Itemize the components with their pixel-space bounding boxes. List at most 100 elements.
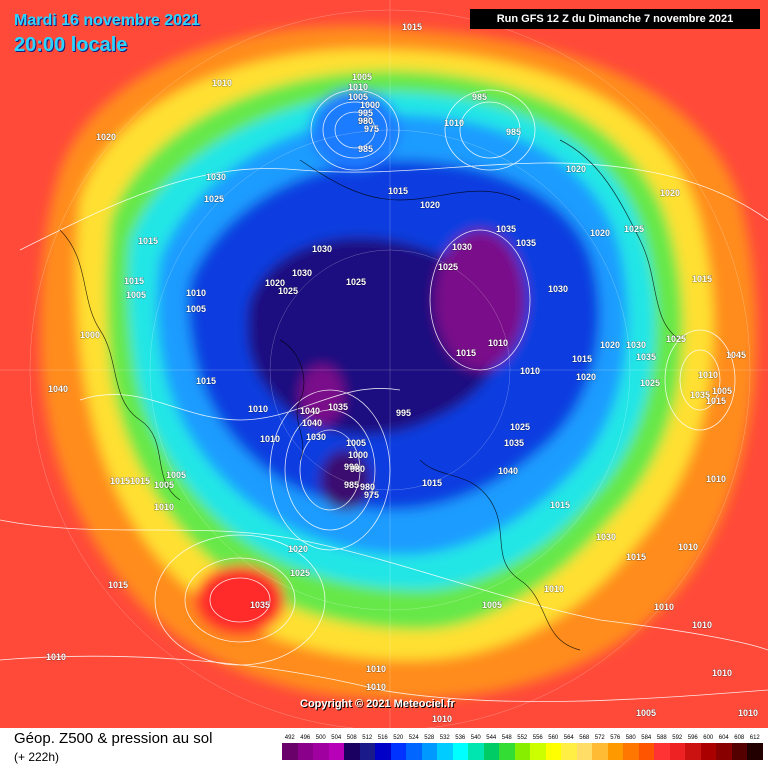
scale-value: 540 (470, 735, 481, 741)
scale-swatch (561, 743, 577, 760)
scale-value: 516 (377, 735, 388, 741)
scale-swatch (592, 743, 608, 760)
isobar-pressure-label: 1035 (250, 600, 270, 610)
isobar-pressure-label: 1010 (444, 118, 464, 128)
isobar-pressure-label: 1015 (124, 276, 144, 286)
forecast-date: Mardi 16 novembre 2021 (14, 12, 200, 29)
scale-cell: 492 (282, 734, 298, 764)
isobar-pressure-label: 1025 (278, 286, 298, 296)
isobar-pressure-label: 975 (364, 124, 379, 134)
isobar-pressure-label: 1035 (636, 352, 656, 362)
isobar-pressure-label: 985 (506, 127, 521, 137)
isobar-pressure-label: 1035 (690, 390, 710, 400)
isobar-pressure-label: 1000 (80, 330, 100, 340)
isobar-pressure-label: 1010 (698, 370, 718, 380)
scale-cell: 544 (483, 734, 499, 764)
isobar-pressure-label: 1010 (366, 664, 386, 674)
scale-cell: 536 (452, 734, 468, 764)
scale-cell: 596 (685, 734, 701, 764)
scale-value: 580 (625, 735, 636, 741)
isobar-pressure-label: 1000 (348, 450, 368, 460)
isobar-pressure-label: 1025 (204, 194, 224, 204)
scale-value: 556 (532, 735, 543, 741)
isobar-pressure-label: 1040 (300, 406, 320, 416)
isobar-pressure-label: 1015 (130, 476, 150, 486)
scale-swatch (297, 743, 313, 760)
isobar-pressure-label: 1020 (576, 372, 596, 382)
scale-swatch (700, 743, 716, 760)
isobar-pressure-label: 1020 (420, 200, 440, 210)
scale-value: 572 (594, 735, 605, 741)
isobar-pressure-label: 1010 (654, 602, 674, 612)
isobar-pressure-label: 1020 (660, 188, 680, 198)
isobar-pressure-label: 1030 (306, 432, 326, 442)
isobar-pressure-label: 1040 (48, 384, 68, 394)
scale-value: 564 (563, 735, 574, 741)
isobar-pressure-label: 1025 (290, 568, 310, 578)
scale-cell: 512 (359, 734, 375, 764)
scale-swatch (452, 743, 468, 760)
scale-swatch (576, 743, 592, 760)
scale-swatch (313, 743, 329, 760)
scale-value: 528 (424, 735, 435, 741)
isobar-pressure-label: 995 (396, 408, 411, 418)
isobar-pressure-label: 1015 (456, 348, 476, 358)
scale-cell: 508 (344, 734, 360, 764)
scale-cell: 548 (499, 734, 515, 764)
isobar-pressure-label: 1025 (666, 334, 686, 344)
isobar-pressure-label: 1010 (692, 620, 712, 630)
scale-cell: 552 (514, 734, 530, 764)
scale-cell: 520 (390, 734, 406, 764)
isobar-pressure-label: 1015 (196, 376, 216, 386)
scale-swatch (328, 743, 344, 760)
isobar-pressure-label: 980 (350, 464, 365, 474)
isobar-pressure-label: 1005 (636, 708, 656, 718)
scale-swatch (716, 743, 732, 760)
low-purple-center (300, 365, 344, 425)
scale-swatch (406, 743, 422, 760)
scale-cell: 524 (406, 734, 422, 764)
scale-cell: 500 (313, 734, 329, 764)
scale-cell: 592 (669, 734, 685, 764)
isobar-pressure-label: 1025 (624, 224, 644, 234)
scale-value: 504 (331, 735, 342, 741)
forecast-local-time: 20:00 locale (14, 34, 128, 56)
scale-swatch (421, 743, 437, 760)
scale-cell: 572 (592, 734, 608, 764)
isobar-pressure-label: 1025 (510, 422, 530, 432)
scale-value: 524 (408, 735, 419, 741)
scale-swatch (390, 743, 406, 760)
scale-cell: 600 (700, 734, 716, 764)
isobar-pressure-label: 1010 (520, 366, 540, 376)
scale-swatch (483, 743, 499, 760)
scale-value: 612 (749, 735, 760, 741)
isobar-pressure-label: 1020 (96, 132, 116, 142)
isobar-pressure-label: 1010 (678, 542, 698, 552)
scale-cell: 612 (747, 734, 763, 764)
isobar-lines (0, 89, 768, 702)
isobar-pressure-label: 985 (344, 480, 359, 490)
isobar-pressure-label: 1005 (126, 290, 146, 300)
isobar-pressure-label: 1040 (498, 466, 518, 476)
isobar-pressure-label: 1035 (328, 402, 348, 412)
isobar-pressure-label: 980 (360, 482, 375, 492)
isobar-pressure-label: 1010 (706, 474, 726, 484)
scale-cell: 496 (297, 734, 313, 764)
scale-cell: 532 (437, 734, 453, 764)
isobar-pressure-label: 1015 (388, 186, 408, 196)
isobar-pressure-label: 1030 (548, 284, 568, 294)
isobar-pressure-label: 1000 (360, 100, 380, 110)
scale-value: 496 (300, 735, 311, 741)
scale-swatch (685, 743, 701, 760)
scale-cell: 604 (716, 734, 732, 764)
isobar-pressure-label: 1030 (626, 340, 646, 350)
isobar-pressure-label: 1005 (154, 480, 174, 490)
isobar-pressure-label: 1005 (712, 386, 732, 396)
scale-value: 592 (672, 735, 683, 741)
isobar-pressure-label: 1015 (110, 476, 130, 486)
scale-cell: 608 (731, 734, 747, 764)
scale-swatch (731, 743, 747, 760)
isobar-pressure-label: 1020 (566, 164, 586, 174)
scale-swatch (344, 743, 360, 760)
